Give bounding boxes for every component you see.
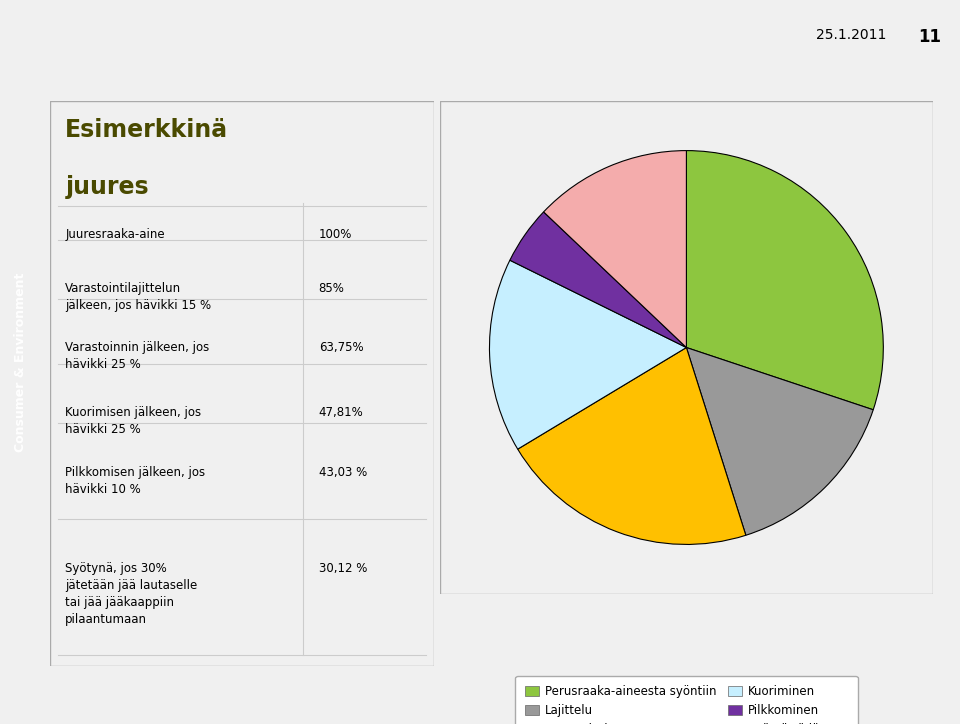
Text: Varastoinnin jälkeen, jos
hävikki 25 %: Varastoinnin jälkeen, jos hävikki 25 % (65, 342, 209, 371)
Text: 11: 11 (919, 28, 942, 46)
Text: 43,03 %: 43,03 % (319, 466, 367, 479)
Text: Kuorimisen jälkeen, jos
hävikki 25 %: Kuorimisen jälkeen, jos hävikki 25 % (65, 406, 202, 437)
Text: juures: juures (65, 174, 149, 199)
Text: 25.1.2011: 25.1.2011 (816, 28, 886, 42)
Text: 47,81%: 47,81% (319, 406, 364, 419)
Text: 30,12 %: 30,12 % (319, 562, 367, 575)
Text: Varastointilajittelun
jälkeen, jos hävikki 15 %: Varastointilajittelun jälkeen, jos hävik… (65, 282, 211, 312)
Wedge shape (490, 260, 686, 449)
Text: Esimerkkinä: Esimerkkinä (65, 118, 228, 143)
Text: Pilkkomisen jälkeen, jos
hävikki 10 %: Pilkkomisen jälkeen, jos hävikki 10 % (65, 466, 205, 496)
Text: Consumer & Environment: Consumer & Environment (13, 272, 27, 452)
Text: 85%: 85% (319, 282, 345, 295)
Text: Juuresraaka-aine: Juuresraaka-aine (65, 229, 165, 241)
Wedge shape (543, 151, 686, 348)
Wedge shape (686, 348, 874, 535)
Legend: Perusraaka-aineesta syöntiin, Lajittelu, Varastointi, Kuoriminen, Pilkkominen, S: Perusraaka-aineesta syöntiin, Lajittelu,… (516, 675, 857, 724)
Wedge shape (517, 348, 746, 544)
Text: 100%: 100% (319, 229, 352, 241)
Text: 63,75%: 63,75% (319, 342, 363, 354)
Wedge shape (510, 212, 686, 348)
Wedge shape (686, 151, 883, 410)
Text: Syötynä, jos 30%
jätetään jää lautaselle
tai jää jääkaappiin
pilaantumaan: Syötynä, jos 30% jätetään jää lautaselle… (65, 562, 198, 626)
